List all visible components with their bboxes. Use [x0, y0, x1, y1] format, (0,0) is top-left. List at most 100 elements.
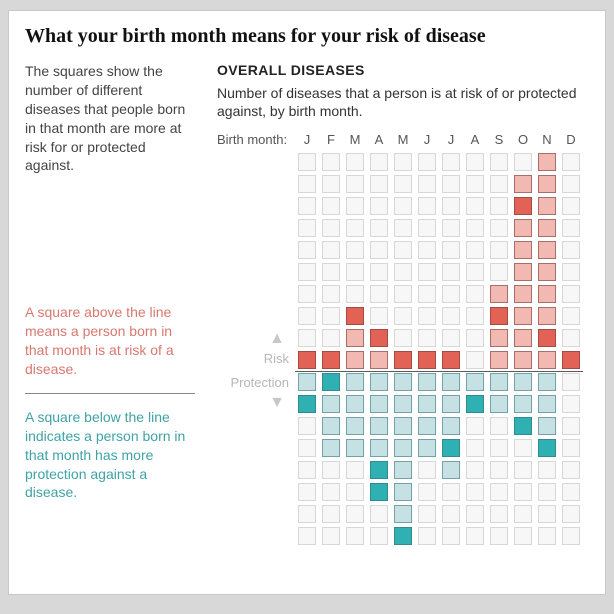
month-label: M — [391, 132, 415, 147]
grid-square — [298, 219, 316, 237]
grid-square — [490, 153, 508, 171]
grid-square — [466, 483, 484, 501]
grid-square — [418, 219, 436, 237]
grid-square — [322, 329, 340, 347]
grid-square — [370, 263, 388, 281]
grid-square — [418, 483, 436, 501]
grid-square — [322, 461, 340, 479]
grid-square — [370, 219, 388, 237]
month-label: S — [487, 132, 511, 147]
month-column — [343, 151, 367, 547]
grid-square — [514, 241, 532, 259]
axis-gutter: ▲ Risk Protection ▼ — [217, 151, 295, 547]
grid-square — [322, 175, 340, 193]
grid-square — [466, 505, 484, 523]
grid-square — [370, 483, 388, 501]
grid-square — [466, 285, 484, 303]
grid-square — [418, 153, 436, 171]
grid-square — [418, 263, 436, 281]
grid-square — [298, 285, 316, 303]
grid-square — [418, 285, 436, 303]
grid-square — [514, 307, 532, 325]
grid-square — [442, 263, 460, 281]
month-column — [319, 151, 343, 547]
legend-divider — [25, 393, 195, 394]
disease-grid: ▲ Risk Protection ▼ — [217, 151, 589, 547]
grid-square — [562, 329, 580, 347]
grid-square — [442, 373, 460, 391]
grid-square — [538, 175, 556, 193]
grid-square — [442, 329, 460, 347]
grid-square — [562, 219, 580, 237]
grid-square — [394, 483, 412, 501]
grid-square — [322, 285, 340, 303]
month-column — [511, 151, 535, 547]
grid-square — [490, 461, 508, 479]
grid-square — [562, 307, 580, 325]
grid-square — [370, 153, 388, 171]
grid-square — [418, 527, 436, 545]
grid-square — [322, 153, 340, 171]
month-label: O — [511, 132, 535, 147]
chart-panel: OVERALL DISEASES Number of diseases that… — [217, 62, 589, 547]
grid-square — [562, 395, 580, 413]
grid-square — [322, 373, 340, 391]
grid-square — [514, 175, 532, 193]
grid-square — [466, 329, 484, 347]
grid-square — [346, 285, 364, 303]
grid-square — [442, 395, 460, 413]
grid-square — [514, 285, 532, 303]
grid-square — [370, 175, 388, 193]
grid-square — [490, 505, 508, 523]
grid-square — [442, 219, 460, 237]
arrow-down-icon: ▼ — [269, 395, 285, 411]
grid-square — [418, 307, 436, 325]
grid-square — [322, 483, 340, 501]
grid-square — [538, 461, 556, 479]
grid-square — [514, 219, 532, 237]
month-column — [439, 151, 463, 547]
grid-square — [514, 373, 532, 391]
grid-square — [370, 351, 388, 369]
grid-square — [298, 241, 316, 259]
grid-square — [538, 219, 556, 237]
intro-text: The squares show the number of different… — [25, 62, 195, 175]
grid-square — [418, 439, 436, 457]
grid-square — [346, 329, 364, 347]
grid-square — [466, 527, 484, 545]
grid-square — [562, 197, 580, 215]
page-title: What your birth month means for your ris… — [25, 25, 589, 48]
grid-square — [322, 241, 340, 259]
grid-square — [370, 373, 388, 391]
grid-square — [538, 241, 556, 259]
month-column — [463, 151, 487, 547]
grid-square — [442, 505, 460, 523]
grid-square — [562, 461, 580, 479]
grid-square — [538, 439, 556, 457]
grid-square — [442, 285, 460, 303]
grid-square — [370, 439, 388, 457]
grid-square — [466, 351, 484, 369]
grid-square — [298, 329, 316, 347]
grid-square — [346, 461, 364, 479]
grid-square — [298, 263, 316, 281]
month-label: J — [439, 132, 463, 147]
explainer-left: The squares show the number of different… — [25, 62, 195, 547]
grid-square — [442, 197, 460, 215]
month-column — [295, 151, 319, 547]
grid-square — [562, 417, 580, 435]
grid-square — [466, 395, 484, 413]
month-label: J — [295, 132, 319, 147]
grid-square — [418, 241, 436, 259]
grid-square — [370, 307, 388, 325]
grid-square — [490, 527, 508, 545]
grid-square — [394, 351, 412, 369]
grid-square — [490, 439, 508, 457]
grid-square — [490, 175, 508, 193]
grid-square — [490, 241, 508, 259]
grid-square — [418, 417, 436, 435]
grid-square — [346, 417, 364, 435]
grid-square — [490, 395, 508, 413]
month-label: A — [367, 132, 391, 147]
protection-legend-text: A square below the line indicates a pers… — [25, 408, 195, 502]
